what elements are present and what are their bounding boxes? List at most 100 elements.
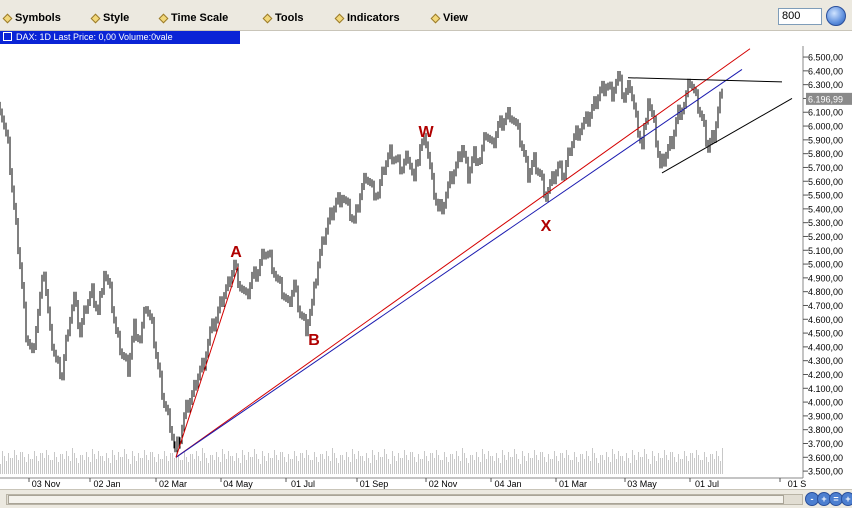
zoom-in-button[interactable]: +	[817, 492, 831, 506]
volume-bar	[550, 459, 551, 474]
volume-bar	[168, 461, 169, 474]
chart-area[interactable]: 3.500,00 3.600,00 3.700,00 3.800,00 3.900,00…	[0, 44, 852, 489]
volume-bar	[36, 456, 37, 474]
y-tick-label: 6.500,00	[808, 53, 843, 63]
volume-bar	[116, 460, 117, 474]
volume-bar	[482, 449, 483, 474]
volume-bar	[486, 459, 487, 474]
x-tick-label: 01 Mar	[559, 479, 587, 489]
horizontal-scrollbar[interactable]: - + = +	[0, 489, 852, 508]
y-tick-label: 5.500,00	[808, 191, 843, 201]
volume-bar	[256, 454, 257, 474]
menu-label: Style	[103, 12, 130, 24]
x-tick-label: 04 Jan	[494, 479, 521, 489]
menu-time-scale[interactable]: Time Scale	[158, 10, 228, 26]
volume-bar	[182, 460, 183, 474]
volume-bar	[628, 458, 629, 474]
volume-bar	[92, 449, 93, 474]
volume-bar	[704, 452, 705, 474]
volume-bar	[368, 458, 369, 474]
volume-bar	[278, 460, 279, 474]
volume-bar	[414, 457, 415, 474]
volume-bar	[138, 453, 139, 474]
volume-bar	[184, 452, 185, 474]
volume-bar	[362, 456, 363, 474]
menu-symbols[interactable]: Symbols	[2, 10, 61, 26]
y-tick-label: 5.300,00	[808, 218, 843, 228]
menu-indicators[interactable]: Indicators	[334, 10, 400, 26]
zoom-input[interactable]: 800	[778, 8, 822, 25]
volume-bar	[180, 460, 181, 474]
volume-bar	[512, 457, 513, 474]
zoom-out-button[interactable]: -	[805, 492, 819, 506]
volume-bar	[110, 463, 111, 474]
volume-bar	[480, 462, 481, 474]
volume-bar	[76, 458, 77, 474]
menu-tools[interactable]: Tools	[262, 10, 304, 26]
volume-bar	[676, 462, 677, 474]
volume-bar	[90, 462, 91, 474]
volume-bar	[152, 452, 153, 474]
volume-bar	[382, 457, 383, 474]
volume-bar	[20, 452, 21, 474]
chart-title: DAX: 1D Last Price: 0,00 Volume:0vale	[16, 32, 173, 42]
volume-bar	[0, 464, 1, 474]
volume-bar	[422, 459, 423, 474]
y-tick-label: 5.000,00	[808, 260, 843, 270]
expand-button[interactable]: +	[841, 492, 852, 506]
menu-diamond-icon	[430, 13, 441, 23]
wave-label: A	[230, 244, 242, 261]
menu-style[interactable]: Style	[90, 10, 129, 26]
volume-bar	[342, 455, 343, 474]
refresh-icon[interactable]	[826, 6, 846, 26]
volume-bar	[546, 462, 547, 474]
scroll-thumb[interactable]	[8, 495, 784, 504]
x-tick-label: 04 May	[223, 479, 253, 489]
volume-bar	[150, 452, 151, 474]
volume-bar	[58, 462, 59, 474]
volume-bar	[10, 458, 11, 474]
volume-bar	[148, 460, 149, 474]
y-tick-label: 6.100,00	[808, 108, 843, 118]
wave-label: X	[541, 218, 552, 235]
volume-bar	[188, 462, 189, 474]
volume-bar	[2, 451, 3, 474]
menu-bar: Symbols Style Time Scale Tools Indicator…	[0, 0, 852, 31]
volume-bar	[388, 459, 389, 474]
menu-label: Tools	[275, 12, 304, 24]
volume-bar	[228, 451, 229, 474]
volume-bar	[674, 457, 675, 474]
wave-labels: A B W X	[230, 124, 551, 349]
volume-bar	[646, 454, 647, 474]
volume-bar	[280, 452, 281, 474]
menu-diamond-icon	[158, 13, 169, 23]
volume-bar	[222, 449, 223, 474]
volume-bar	[156, 462, 157, 474]
volume-bar	[170, 453, 171, 474]
x-tick-label: 01 Jul	[695, 479, 719, 489]
volume-bar	[716, 451, 717, 474]
volume-bar	[244, 455, 245, 474]
y-tick-label: 5.200,00	[808, 232, 843, 242]
volume-bar	[268, 453, 269, 474]
volume-bar	[300, 453, 301, 474]
volume-bar	[588, 456, 589, 474]
volume-bar	[60, 454, 61, 474]
volume-bar	[126, 454, 127, 474]
y-tick-label: 6.000,00	[808, 122, 843, 132]
volume-bar	[308, 455, 309, 474]
volume-bar	[450, 454, 451, 474]
volume-bar	[682, 459, 683, 474]
price-chart[interactable]: 3.500,00 3.600,00 3.700,00 3.800,00 3.900,00…	[0, 44, 852, 489]
volume-bar	[560, 453, 561, 474]
menu-label: View	[443, 12, 468, 24]
volume-bar	[72, 448, 73, 474]
volume-bar	[660, 458, 661, 474]
volume-bar	[282, 452, 283, 474]
y-tick-label: 5.400,00	[808, 204, 843, 214]
menu-view[interactable]: View	[430, 10, 468, 26]
volume-bar	[620, 456, 621, 474]
volume-bar	[262, 451, 263, 474]
volume-bar	[288, 454, 289, 474]
volume-bar	[566, 450, 567, 474]
